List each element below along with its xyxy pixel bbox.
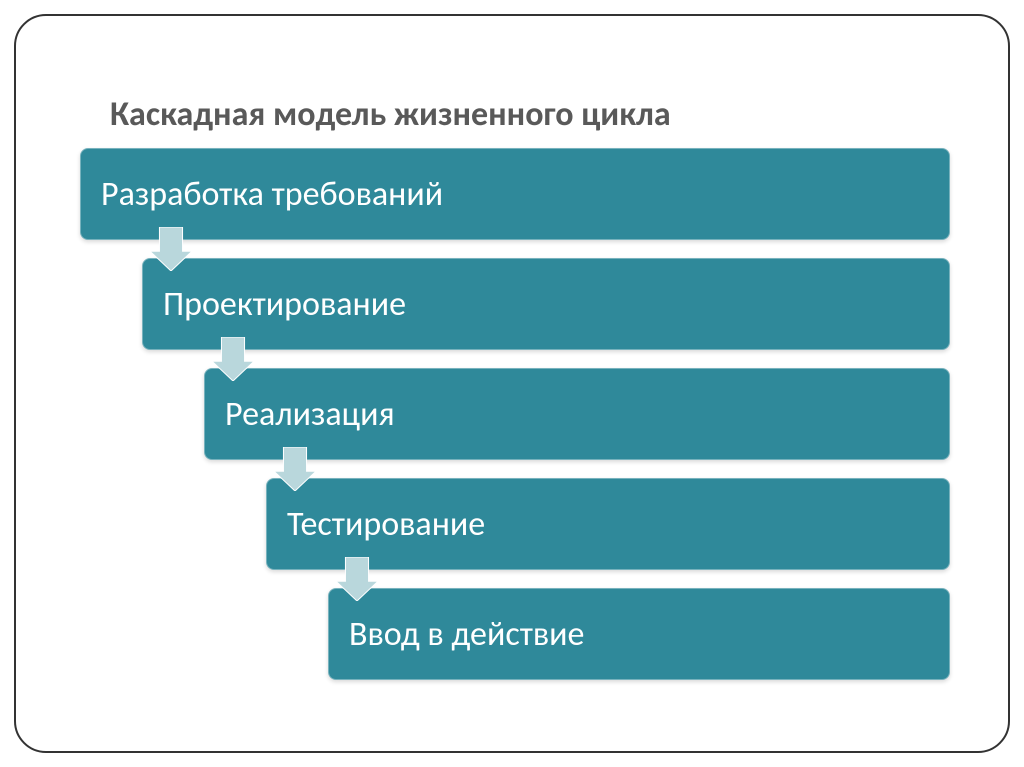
waterfall-step-label: Проектирование: [163, 284, 406, 325]
waterfall-step-label: Реализация: [225, 394, 395, 435]
waterfall-arrow-icon: [212, 337, 254, 381]
waterfall-arrow-icon: [150, 227, 192, 271]
waterfall-step-2: Проектирование: [142, 258, 950, 350]
slide-title: Каскадная модель жизненного цикла: [110, 94, 671, 135]
waterfall-step-label: Разработка требований: [101, 174, 443, 215]
waterfall-step-label: Тестирование: [287, 504, 485, 545]
waterfall-arrow-icon: [336, 557, 378, 601]
waterfall-arrow-icon: [274, 447, 316, 491]
waterfall-step-1: Разработка требований: [80, 148, 950, 240]
waterfall-step-label: Ввод в действие: [349, 614, 584, 655]
waterfall-step-5: Ввод в действие: [328, 588, 950, 680]
